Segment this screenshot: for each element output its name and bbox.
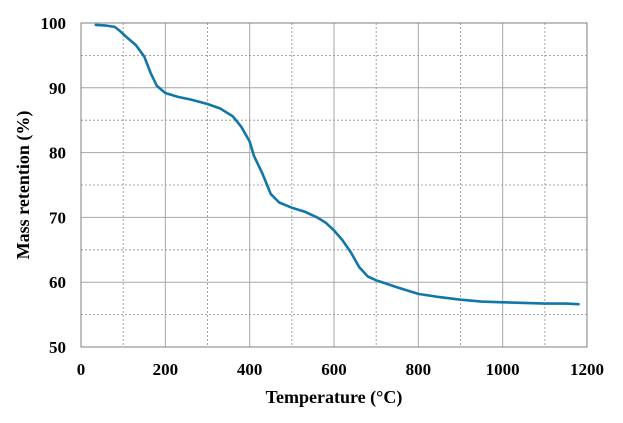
x-tick-label: 800 xyxy=(406,360,432,379)
x-tick-label: 0 xyxy=(77,360,86,379)
x-axis-title: Temperature (°C) xyxy=(266,387,403,408)
plot-area-frame xyxy=(80,22,588,348)
mass-retention-line xyxy=(94,23,580,306)
x-tick-label: 200 xyxy=(153,360,179,379)
x-tick-label: 600 xyxy=(321,360,347,379)
y-axis-title: Mass retention (%) xyxy=(13,111,34,260)
y-tick-label: 90 xyxy=(49,79,66,98)
y-tick-label: 60 xyxy=(49,273,66,292)
y-tick-label: 50 xyxy=(49,338,66,357)
data-series-group xyxy=(94,23,580,306)
tick-labels: 0 200 400 600 800 1000 1200 50 60 70 80 90 100 xyxy=(41,14,605,379)
y-tick-label: 80 xyxy=(49,144,66,163)
y-tick-label: 70 xyxy=(49,208,66,227)
x-tick-label: 1200 xyxy=(570,360,604,379)
y-tick-label: 100 xyxy=(41,14,67,33)
x-tick-label: 400 xyxy=(237,360,263,379)
x-tick-label: 1000 xyxy=(486,360,520,379)
